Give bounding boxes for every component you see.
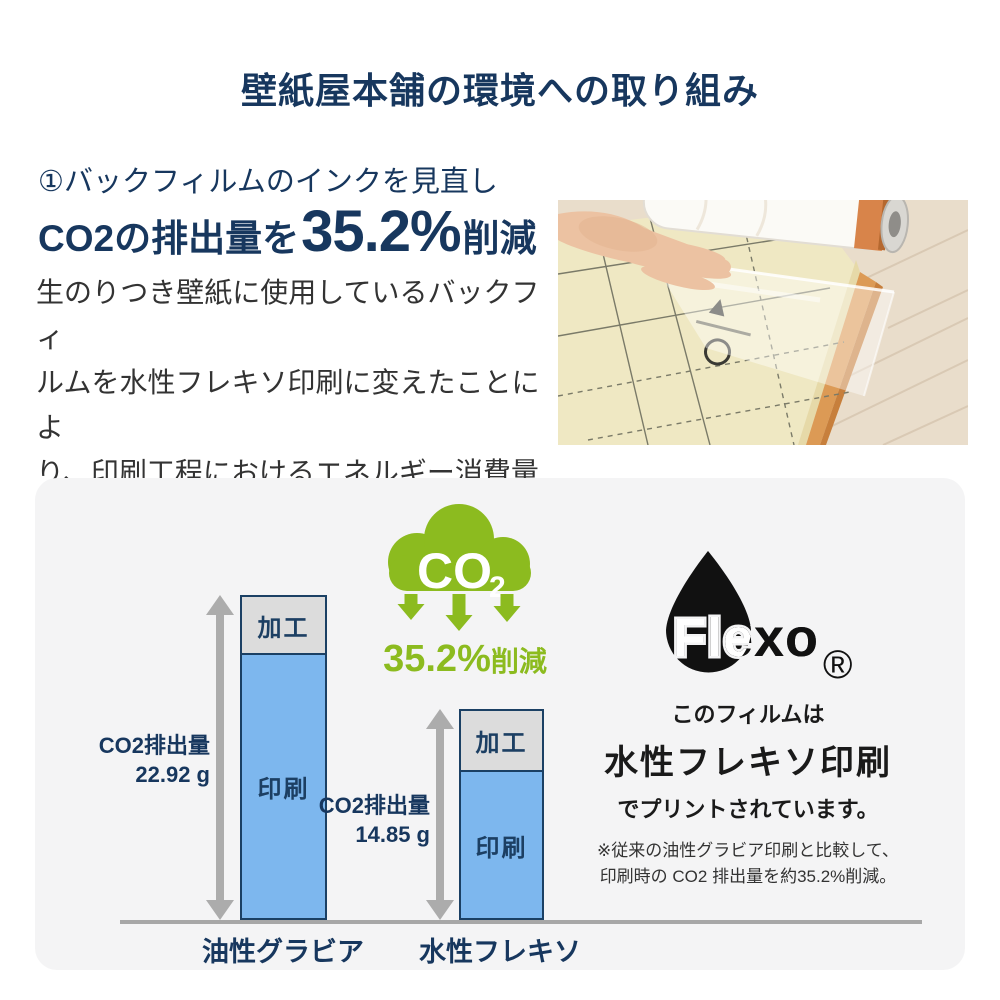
sheet-shade xyxy=(798,260,860,445)
comparison-panel: CO 2 35.2%削減 加工 印刷 加工 印 xyxy=(35,478,965,970)
flexo-info-column: Flexo Flexo Flexo ® このフィルムは 水性フレキソ印刷 でプリ… xyxy=(573,548,923,890)
cloud-shape xyxy=(388,504,531,591)
cloud-co2-text: CO xyxy=(417,543,492,599)
emission-label-flexo: CO2排出量 14.85 g xyxy=(280,791,430,849)
film-statement-main: 水性フレキソ印刷 xyxy=(604,744,892,782)
bar-segment-printing: 印刷 xyxy=(242,655,325,918)
co2-statement: CO2の排出量を 35.2% 削減 xyxy=(38,198,537,265)
droplet-icon xyxy=(666,551,751,673)
emission-label-title: CO2排出量 xyxy=(98,733,210,758)
co2-statement-prefix: CO2の排出量を xyxy=(38,218,300,259)
measure-arrow-gravure xyxy=(206,595,234,920)
flexo-logo-text: Flexo xyxy=(673,608,819,668)
bar-segment-processing: 加工 xyxy=(461,711,542,772)
flexo-logo: Flexo Flexo Flexo ® xyxy=(666,551,852,683)
film-statement-suffix: でプリントされています。 xyxy=(617,797,879,822)
co2-statement-suffix: 削減 xyxy=(462,218,537,259)
chart-baseline xyxy=(120,920,922,924)
reduction-suffix: 削減 xyxy=(490,646,547,677)
reduction-percentage: 35.2% xyxy=(383,638,491,680)
section-heading: ①バックフィルムのインクを見直し xyxy=(38,166,498,198)
bar-segment-label: 印刷 xyxy=(475,834,528,862)
measure-arrow-flexo xyxy=(426,709,454,920)
down-arrows-icon xyxy=(397,594,521,631)
sheet-orange-edge xyxy=(806,272,876,445)
sheet-orange-edge-dark xyxy=(820,282,883,445)
intro-paragraph-line: 生のりつき壁紙に使用しているバックフィ xyxy=(36,277,540,353)
flexo-logo-text: Flexo xyxy=(673,608,819,668)
flexo-logo-text-knockout: Flexo xyxy=(673,608,819,668)
backing-film-photo-illustration xyxy=(558,200,968,445)
emission-label-title: CO2排出量 xyxy=(318,793,430,818)
emission-label-gravure: CO2排出量 22.92 g xyxy=(60,731,210,789)
registered-mark: ® xyxy=(823,643,852,683)
page-title: 壁紙屋本舗の環境への取り組み xyxy=(240,70,759,111)
emission-label-value: 14.85 g xyxy=(355,822,430,847)
bar-flexo: 加工 印刷 xyxy=(459,709,544,920)
film-statement-intro: このフィルムは xyxy=(671,702,825,727)
category-label-gravure: 油性グラビア xyxy=(202,937,364,967)
bar-segment-label: 加工 xyxy=(475,730,528,757)
product-photo xyxy=(558,200,968,445)
bar-segment-label: 加工 xyxy=(257,614,310,642)
intro-paragraph-line: ルムを水性フレキソ印刷に変えたことによ xyxy=(36,367,540,443)
printed-logo-mark xyxy=(695,299,751,366)
co2-cloud-icon: CO 2 xyxy=(388,504,531,631)
reduction-label: 35.2%削減 xyxy=(360,638,570,681)
footnote-line: ※従来の油性グラビア印刷と比較して、 xyxy=(597,841,899,860)
emission-label-value: 22.92 g xyxy=(135,762,210,787)
footnote: ※従来の油性グラビア印刷と比較して、 印刷時の CO2 排出量を約35.2%削減… xyxy=(573,838,923,890)
bar-segment-printing: 印刷 xyxy=(461,772,542,918)
footnote-line: 印刷時の CO2 排出量を約35.2%削減。 xyxy=(599,867,897,886)
wallpaper-roll xyxy=(642,200,909,254)
hand xyxy=(558,211,732,291)
bar-segment-label: 印刷 xyxy=(257,776,310,803)
category-label-flexo: 水性フレキソ xyxy=(419,937,581,967)
bar-gravure: 加工 印刷 xyxy=(240,595,327,920)
bar-segment-processing: 加工 xyxy=(242,597,325,655)
co2-percentage: 35.2% xyxy=(301,199,461,264)
